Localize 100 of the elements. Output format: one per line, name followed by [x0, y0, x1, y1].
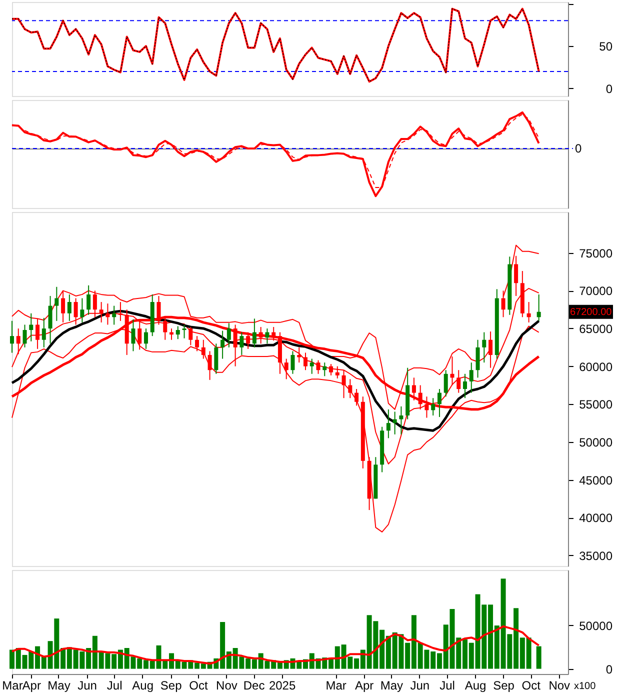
candlestick: [392, 411, 397, 435]
candlestick: [61, 290, 66, 323]
candlestick: [501, 290, 506, 318]
candlestick: [488, 331, 493, 368]
x-tick-label: Aug: [464, 678, 486, 692]
candlestick: [290, 350, 295, 374]
y-tick-label: 35000: [579, 548, 613, 563]
y-tick-label: 55000: [579, 398, 613, 412]
y-tick-label: 0: [606, 662, 613, 676]
candlestick: [456, 370, 461, 394]
candlestick: [476, 339, 480, 378]
candlestick: [99, 302, 104, 323]
candlestick: [176, 326, 180, 340]
x-tick-label: Apr: [354, 678, 374, 692]
x-tick-label: Mar: [2, 678, 23, 692]
candlestick: [195, 336, 200, 352]
candlestick: [118, 302, 122, 322]
candlestick: [335, 366, 340, 379]
x-tick-label: Jul: [106, 678, 122, 692]
x-tick-label: May: [380, 678, 404, 692]
candlestick: [272, 326, 276, 342]
x-tick-label: Sep: [160, 678, 182, 692]
candlestick: [303, 352, 308, 371]
candlestick: [112, 305, 116, 326]
x-tick-label: Dec: [243, 678, 265, 692]
y-tick-label: 70000: [579, 284, 613, 298]
candlestick: [284, 358, 288, 380]
x-tick-label: 2025: [268, 678, 296, 692]
candlestick: [310, 358, 314, 374]
candlestick: [463, 373, 468, 399]
candlestick: [208, 350, 212, 380]
candlestick: [437, 388, 442, 418]
candlestick: [399, 406, 404, 435]
candlestick: [258, 326, 263, 344]
candlestick: [54, 286, 59, 322]
candlestick: [67, 294, 72, 322]
x-tick-label: Oct: [522, 678, 542, 692]
y-tick-label: 50000: [579, 618, 613, 633]
candlestick: [322, 362, 327, 377]
candlestick: [36, 318, 40, 350]
y-tick-label: 65000: [579, 322, 613, 336]
candlestick: [342, 370, 346, 399]
x-tick-label: Nov: [216, 678, 238, 692]
candlestick: [316, 360, 320, 374]
candlestick: [144, 328, 148, 350]
x-tick-label: Apr: [22, 678, 41, 692]
x-tick-label: Jun: [410, 678, 430, 692]
candlestick: [92, 290, 97, 318]
x-tick-label: May: [48, 678, 70, 692]
x-tick-label: Sep: [493, 678, 515, 692]
x-tick-label: Nov: [548, 678, 570, 692]
y-tick-label: 75000: [579, 246, 613, 260]
candlestick: [86, 284, 91, 316]
candlestick: [74, 298, 78, 326]
candlestick: [348, 378, 352, 399]
text: 67200.00: [570, 306, 612, 318]
bar: [536, 646, 542, 669]
candlestick: [354, 388, 359, 406]
x-tick-label: Oct: [189, 678, 208, 692]
candlestick: [444, 370, 448, 398]
candlestick: [536, 294, 541, 322]
candlestick: [29, 312, 34, 342]
candlestick: [131, 318, 136, 352]
x-tick-label: Mar: [326, 678, 346, 692]
candlestick: [10, 320, 14, 354]
candlestick: [329, 364, 334, 376]
candlestick: [265, 328, 270, 344]
x-tick-label: Jun: [78, 678, 97, 692]
y-tick-label: 0: [606, 82, 613, 96]
candlestick: [220, 330, 225, 360]
candlestick: [214, 343, 218, 374]
candlestick: [514, 255, 518, 296]
candlestick: [80, 298, 84, 323]
y-tick-label: 40000: [579, 511, 613, 526]
candlestick: [482, 332, 486, 364]
candlestick: [412, 377, 416, 401]
text: x100: [574, 681, 596, 692]
y-tick-label: 50: [599, 40, 613, 54]
y-tick-label: 45000: [579, 473, 613, 488]
candlestick: [42, 317, 46, 348]
x-tick-label: Jul: [440, 678, 455, 692]
candlestick: [526, 302, 531, 323]
candlestick: [16, 328, 20, 355]
candlestick: [246, 332, 250, 350]
candlestick: [201, 339, 206, 360]
candlestick: [469, 362, 474, 394]
candlestick: [182, 324, 186, 339]
candlestick: [450, 356, 454, 386]
candlestick: [240, 332, 244, 356]
y-tick-label: 60000: [579, 360, 613, 374]
candlestick: [252, 318, 256, 348]
candlestick: [386, 408, 390, 439]
candlestick: [106, 303, 110, 326]
candlestick: [22, 324, 27, 348]
x-tick-label: Aug: [132, 678, 154, 692]
candlestick: [431, 398, 436, 416]
y-tick-label: 50000: [579, 435, 613, 450]
line-series: [11, 625, 540, 665]
candlestick: [48, 295, 52, 344]
candlestick: [226, 322, 231, 348]
